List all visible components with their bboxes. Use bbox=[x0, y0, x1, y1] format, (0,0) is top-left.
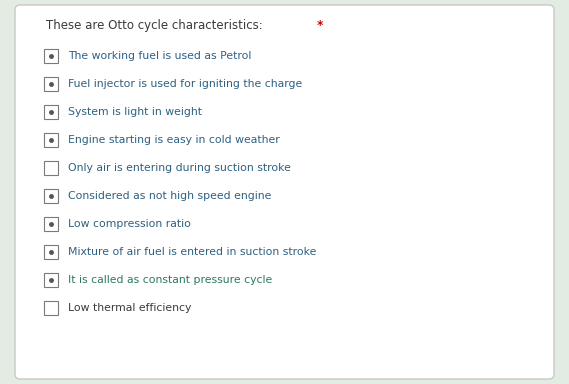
FancyBboxPatch shape bbox=[15, 5, 554, 379]
FancyBboxPatch shape bbox=[44, 245, 58, 259]
Text: Only air is entering during suction stroke: Only air is entering during suction stro… bbox=[68, 163, 291, 173]
Text: The working fuel is used as Petrol: The working fuel is used as Petrol bbox=[68, 51, 251, 61]
Text: It is called as constant pressure cycle: It is called as constant pressure cycle bbox=[68, 275, 272, 285]
FancyBboxPatch shape bbox=[44, 161, 58, 175]
FancyBboxPatch shape bbox=[44, 189, 58, 203]
Text: Engine starting is easy in cold weather: Engine starting is easy in cold weather bbox=[68, 135, 280, 145]
FancyBboxPatch shape bbox=[44, 217, 58, 231]
Text: System is light in weight: System is light in weight bbox=[68, 107, 202, 117]
FancyBboxPatch shape bbox=[44, 301, 58, 315]
FancyBboxPatch shape bbox=[44, 133, 58, 147]
Text: *: * bbox=[313, 19, 323, 32]
Text: Considered as not high speed engine: Considered as not high speed engine bbox=[68, 191, 271, 201]
Text: Mixture of air fuel is entered in suction stroke: Mixture of air fuel is entered in suctio… bbox=[68, 247, 316, 257]
Text: Fuel injector is used for igniting the charge: Fuel injector is used for igniting the c… bbox=[68, 79, 302, 89]
FancyBboxPatch shape bbox=[44, 105, 58, 119]
FancyBboxPatch shape bbox=[44, 49, 58, 63]
FancyBboxPatch shape bbox=[44, 273, 58, 287]
Text: These are Otto cycle characteristics:: These are Otto cycle characteristics: bbox=[46, 19, 263, 32]
Text: Low compression ratio: Low compression ratio bbox=[68, 219, 191, 229]
Text: Low thermal efficiency: Low thermal efficiency bbox=[68, 303, 191, 313]
FancyBboxPatch shape bbox=[44, 77, 58, 91]
